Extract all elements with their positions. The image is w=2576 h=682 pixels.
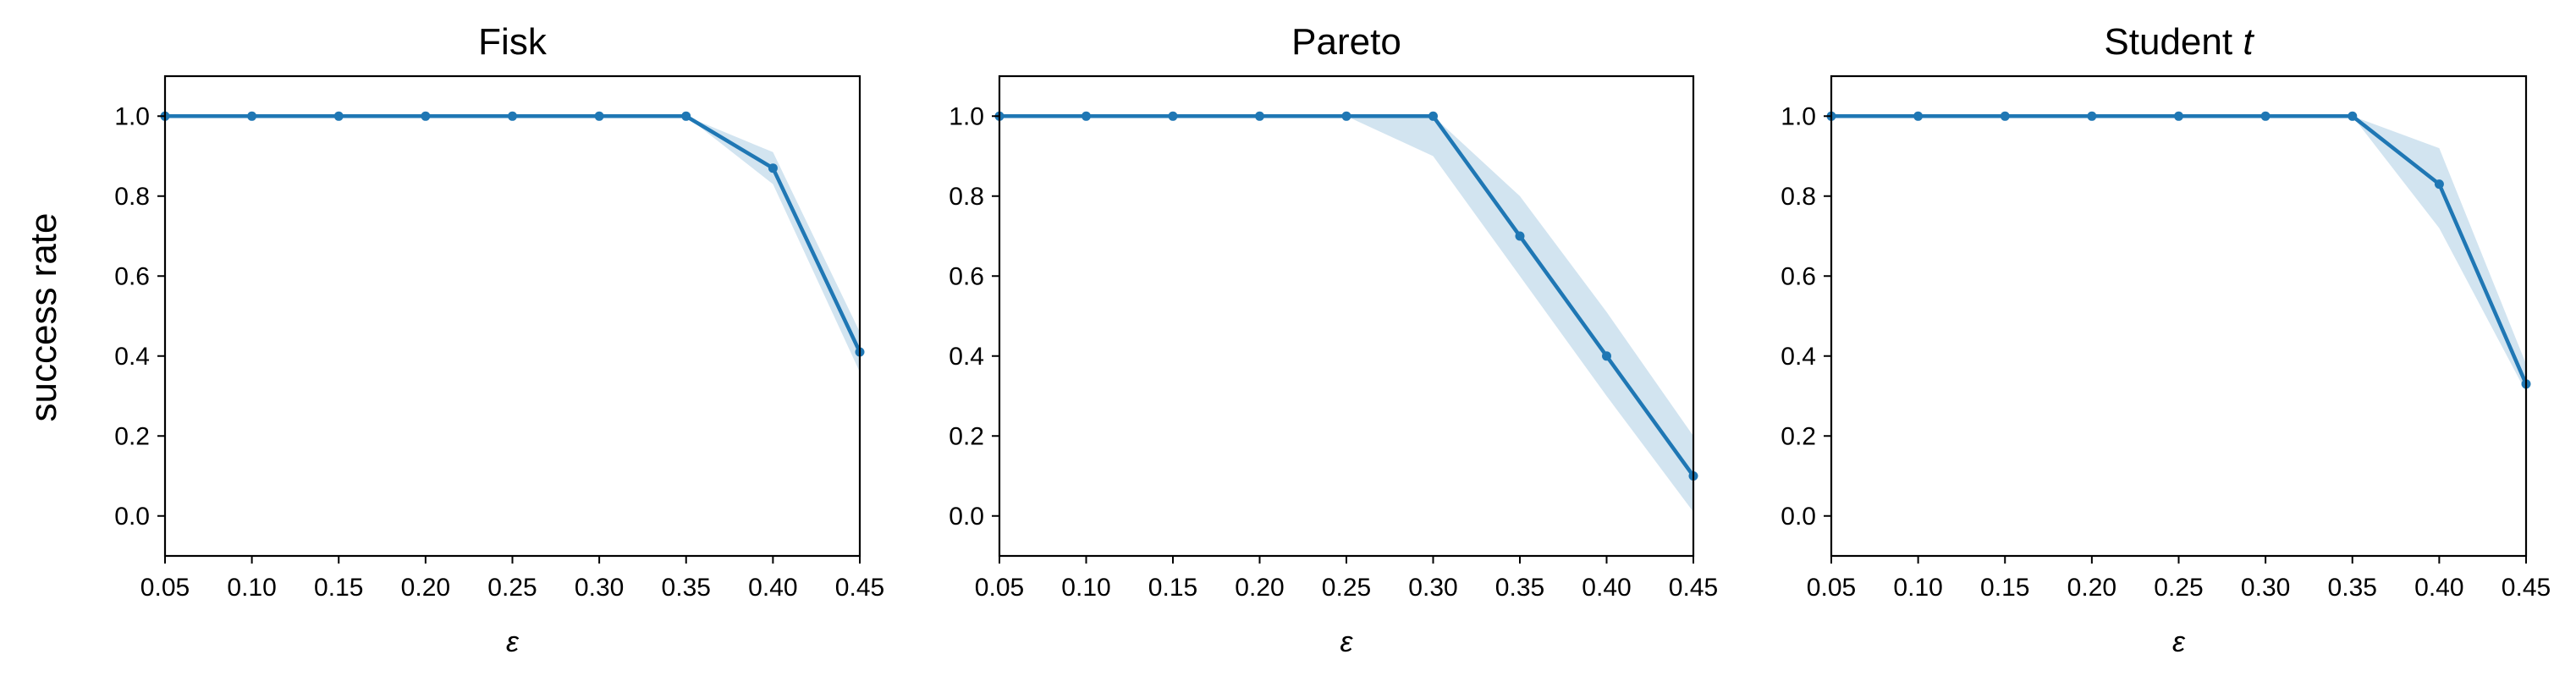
x-tick-label: 0.35	[1495, 574, 1544, 602]
panel-title: Pareto	[1291, 21, 1401, 63]
x-tick-label: 0.10	[227, 574, 276, 602]
x-tick-label: 0.20	[2067, 574, 2116, 602]
data-point	[333, 111, 344, 121]
data-point	[1913, 111, 1924, 121]
x-tick-label: 0.20	[401, 574, 450, 602]
data-point	[1168, 111, 1178, 121]
y-tick-label: 1.0	[1781, 102, 1816, 130]
data-point	[1428, 111, 1438, 121]
x-tick-label: 0.40	[2414, 574, 2463, 602]
data-point	[1515, 231, 1525, 241]
data-point	[247, 111, 257, 121]
y-tick-label: 0.0	[114, 503, 150, 531]
x-tick-label: 0.45	[835, 574, 884, 602]
x-tick-label: 0.05	[1807, 574, 1856, 602]
confidence-band	[1831, 116, 2526, 393]
x-tick-label: 0.05	[975, 574, 1024, 602]
data-point	[2174, 111, 2183, 121]
data-point	[2348, 111, 2358, 121]
x-tick-label: 0.40	[1582, 574, 1631, 602]
x-tick-label: 0.25	[487, 574, 537, 602]
x-tick-label: 0.30	[575, 574, 624, 602]
panel-title: Student t	[2104, 21, 2254, 63]
data-point	[2434, 179, 2444, 190]
y-tick-label: 0.8	[114, 183, 150, 211]
data-point	[768, 163, 778, 173]
x-tick-label: 0.20	[1235, 574, 1284, 602]
panel-title: Fisk	[478, 21, 548, 63]
x-tick-label: 0.35	[662, 574, 711, 602]
x-tick-label: 0.35	[2328, 574, 2377, 602]
y-tick-label: 1.0	[114, 102, 150, 130]
data-point	[2260, 111, 2271, 121]
x-tick-label: 0.40	[748, 574, 797, 602]
y-tick-label: 0.6	[114, 262, 150, 290]
x-tick-label: 0.10	[1893, 574, 1942, 602]
x-axis-label: ε	[2172, 626, 2186, 658]
y-tick-label: 0.8	[1781, 183, 1816, 211]
y-tick-label: 1.0	[949, 102, 984, 130]
x-tick-label: 0.15	[314, 574, 363, 602]
y-tick-label: 0.4	[949, 343, 984, 371]
x-tick-label: 0.15	[1980, 574, 2029, 602]
x-tick-label: 0.25	[1322, 574, 1371, 602]
data-point	[2087, 111, 2097, 121]
y-tick-label: 0.0	[1781, 503, 1816, 531]
y-tick-label: 0.2	[114, 422, 150, 450]
panel-student-t: 0.05 0.10 0.15 0.20 0.25 0.30 0.35 0.40 0.45 0.0 0…	[1781, 21, 2551, 658]
y-tick-label: 0.0	[949, 503, 984, 531]
y-tick-label: 0.8	[949, 183, 984, 211]
confidence-band	[165, 116, 860, 372]
x-tick-label: 0.45	[2502, 574, 2551, 602]
data-point	[2000, 111, 2010, 121]
y-tick-label: 0.6	[949, 262, 984, 290]
data-point	[508, 111, 517, 121]
x-tick-label: 0.10	[1061, 574, 1110, 602]
data-point	[1255, 111, 1264, 121]
data-point	[1602, 351, 1611, 361]
data-point	[681, 111, 691, 121]
confidence-band	[999, 116, 1693, 513]
data-point	[1082, 111, 1091, 121]
x-axis-label: ε	[1340, 626, 1354, 658]
y-tick-label: 0.2	[1781, 422, 1816, 450]
y-axis-label: success rate	[23, 213, 64, 422]
panel-fisk: 0.05 0.10 0.15 0.20 0.25 0.30 0.35 0.40 0.45 0.0 0…	[114, 21, 884, 658]
x-tick-label: 0.25	[2154, 574, 2203, 602]
panel-pareto: 0.05 0.10 0.15 0.20 0.25 0.30 0.35 0.40 0.45 0.0 0…	[949, 21, 1718, 658]
data-point	[1341, 111, 1351, 121]
x-tick-label: 0.30	[2241, 574, 2290, 602]
x-tick-label: 0.45	[1669, 574, 1718, 602]
y-tick-label: 0.6	[1781, 262, 1816, 290]
y-tick-label: 0.4	[1781, 343, 1816, 371]
x-axis-label: ε	[506, 626, 520, 658]
data-point	[421, 111, 431, 121]
x-tick-label: 0.30	[1408, 574, 1457, 602]
data-point	[594, 111, 604, 121]
x-tick-label: 0.05	[140, 574, 190, 602]
y-tick-label: 0.4	[114, 343, 150, 371]
x-tick-label: 0.15	[1148, 574, 1197, 602]
y-tick-label: 0.2	[949, 422, 984, 450]
